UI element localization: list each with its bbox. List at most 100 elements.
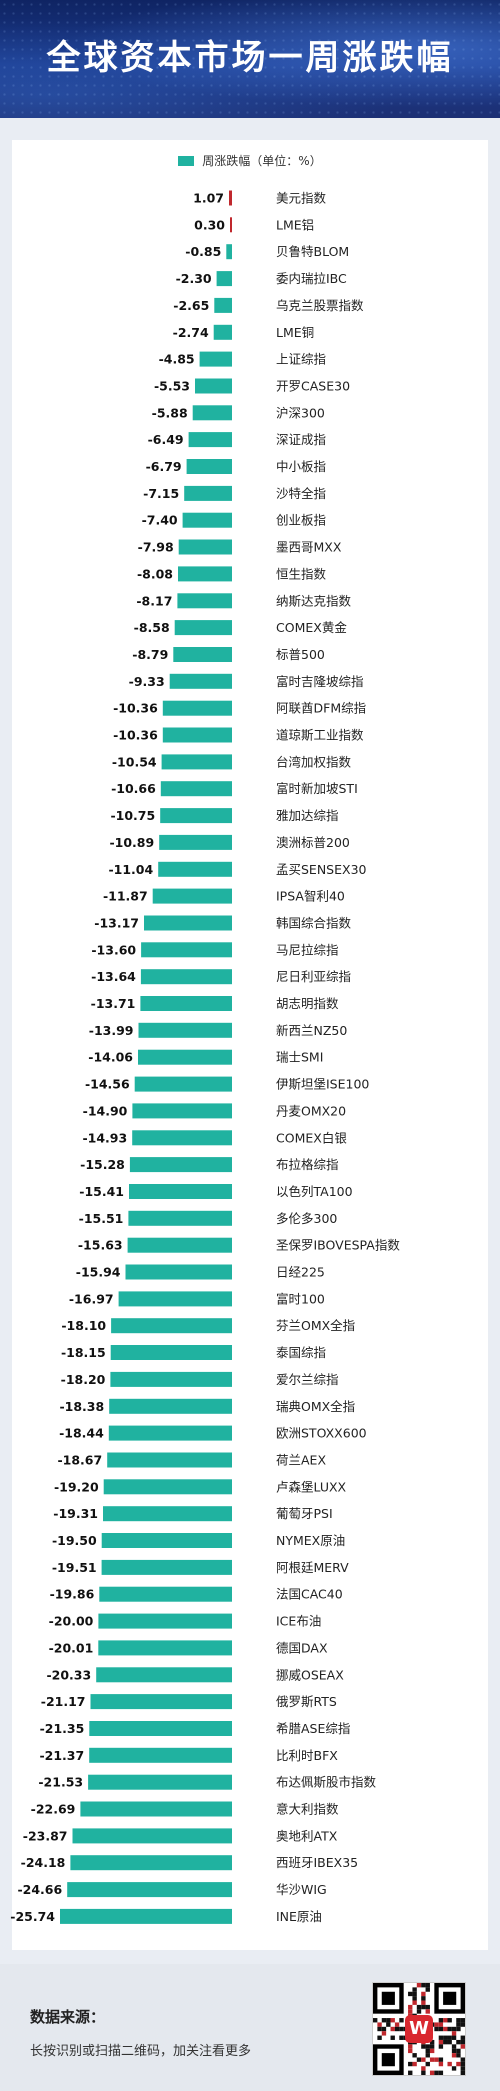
data-label: -10.36 xyxy=(113,728,158,743)
bar xyxy=(188,432,232,448)
bar xyxy=(88,1774,232,1790)
data-label: -11.87 xyxy=(103,889,148,904)
category-label: 阿根廷MERV xyxy=(276,1560,349,1575)
category-label: 贝鲁特BLOM xyxy=(276,244,349,259)
bar xyxy=(199,351,232,367)
bar xyxy=(118,1291,232,1307)
data-label: -5.53 xyxy=(154,379,190,394)
category-label: 马尼拉综指 xyxy=(276,942,339,957)
bar xyxy=(98,1613,233,1629)
category-label: 沪深300 xyxy=(276,405,325,420)
category-label: INE原油 xyxy=(276,1909,322,1924)
bar xyxy=(230,217,232,233)
category-label: 德国DAX xyxy=(276,1640,328,1655)
bar xyxy=(173,647,232,662)
bar xyxy=(132,1103,232,1119)
qr-code[interactable]: W xyxy=(372,1982,466,2076)
category-label: 富时吉隆坡综指 xyxy=(276,674,364,689)
bar xyxy=(72,1828,232,1844)
bar xyxy=(138,1049,232,1065)
bar xyxy=(101,1533,232,1548)
bar xyxy=(159,834,232,850)
bar xyxy=(90,1694,232,1710)
category-label: 标普500 xyxy=(276,647,325,662)
data-label: -21.53 xyxy=(38,1775,83,1790)
category-label: IPSA智利40 xyxy=(276,889,345,904)
category-label: 荷兰AEX xyxy=(276,1453,326,1468)
bar xyxy=(140,996,232,1011)
category-label: 欧洲STOXX600 xyxy=(276,1426,367,1441)
data-label: 1.07 xyxy=(193,191,224,206)
category-label: 开罗CASE30 xyxy=(276,379,350,394)
bar xyxy=(140,969,232,985)
data-label: -18.20 xyxy=(61,1372,106,1387)
data-label: -16.97 xyxy=(69,1291,114,1306)
category-label: 孟买SENSEX30 xyxy=(276,862,367,877)
bar xyxy=(89,1721,232,1736)
category-label: LME铝 xyxy=(276,217,314,232)
category-label: 创业板指 xyxy=(276,513,326,528)
category-label: 雅加达综指 xyxy=(276,808,339,823)
bar xyxy=(129,1184,232,1199)
category-label: 墨西哥MXX xyxy=(276,540,342,555)
bar xyxy=(103,1479,232,1495)
data-label: -18.67 xyxy=(57,1453,102,1468)
bar xyxy=(96,1667,232,1683)
category-label: 希腊ASE综指 xyxy=(276,1721,350,1736)
data-label: 0.30 xyxy=(194,217,225,232)
category-label: ICE布油 xyxy=(276,1614,321,1629)
data-label: -25.74 xyxy=(10,1909,55,1924)
category-label: 丹麦OMX20 xyxy=(276,1103,346,1118)
data-label: -15.28 xyxy=(80,1157,125,1172)
legend-swatch xyxy=(178,155,195,166)
data-label: -13.99 xyxy=(89,1023,134,1038)
data-label: -20.33 xyxy=(46,1667,91,1682)
legend-label: 周涨跌幅（单位：%） xyxy=(202,154,322,168)
data-label: -13.17 xyxy=(94,916,139,931)
bar xyxy=(161,754,232,770)
category-label: 意大利指数 xyxy=(276,1802,339,1817)
data-label: -18.38 xyxy=(59,1399,104,1414)
bar xyxy=(67,1882,232,1898)
data-label: -18.15 xyxy=(61,1345,106,1360)
category-label: 沙特全指 xyxy=(276,486,326,501)
bar xyxy=(80,1801,233,1817)
bar xyxy=(213,324,232,340)
bar xyxy=(160,808,232,824)
category-label: 华沙WIG xyxy=(276,1882,327,1897)
data-label: -18.44 xyxy=(59,1426,104,1441)
bar xyxy=(182,512,232,528)
bar xyxy=(177,593,232,609)
data-label: -10.89 xyxy=(109,835,154,850)
category-label: 上证综指 xyxy=(276,352,326,367)
bar xyxy=(110,1371,232,1387)
bar xyxy=(214,297,232,313)
category-label: 富时新加坡STI xyxy=(276,781,358,796)
data-label: -20.01 xyxy=(49,1640,94,1655)
category-label: 尼日利亚综指 xyxy=(276,969,351,984)
bar xyxy=(174,620,232,636)
source-label: 数据来源： xyxy=(30,2008,106,2026)
bar xyxy=(107,1452,232,1468)
bar xyxy=(158,861,232,877)
data-label: -15.94 xyxy=(76,1265,121,1280)
data-label: -8.17 xyxy=(136,593,172,608)
category-label: 葡萄牙PSI xyxy=(276,1506,333,1521)
category-label: COMEX白银 xyxy=(276,1130,347,1145)
data-label: -19.51 xyxy=(52,1560,97,1575)
data-label: -14.06 xyxy=(88,1050,133,1065)
data-label: -15.41 xyxy=(79,1184,124,1199)
bar xyxy=(138,1022,232,1038)
bar xyxy=(132,1130,232,1146)
category-label: 恒生指数 xyxy=(276,566,327,581)
bar xyxy=(108,1425,232,1441)
data-label: -8.58 xyxy=(134,620,170,635)
bar xyxy=(134,1076,232,1092)
data-label: -2.65 xyxy=(173,298,209,313)
data-label: -10.36 xyxy=(113,701,158,716)
chart-panel xyxy=(12,140,488,1950)
data-label: -11.04 xyxy=(108,862,153,877)
data-label: -15.51 xyxy=(79,1211,124,1226)
chart-legend: 周涨跌幅（单位：%） xyxy=(0,152,500,172)
